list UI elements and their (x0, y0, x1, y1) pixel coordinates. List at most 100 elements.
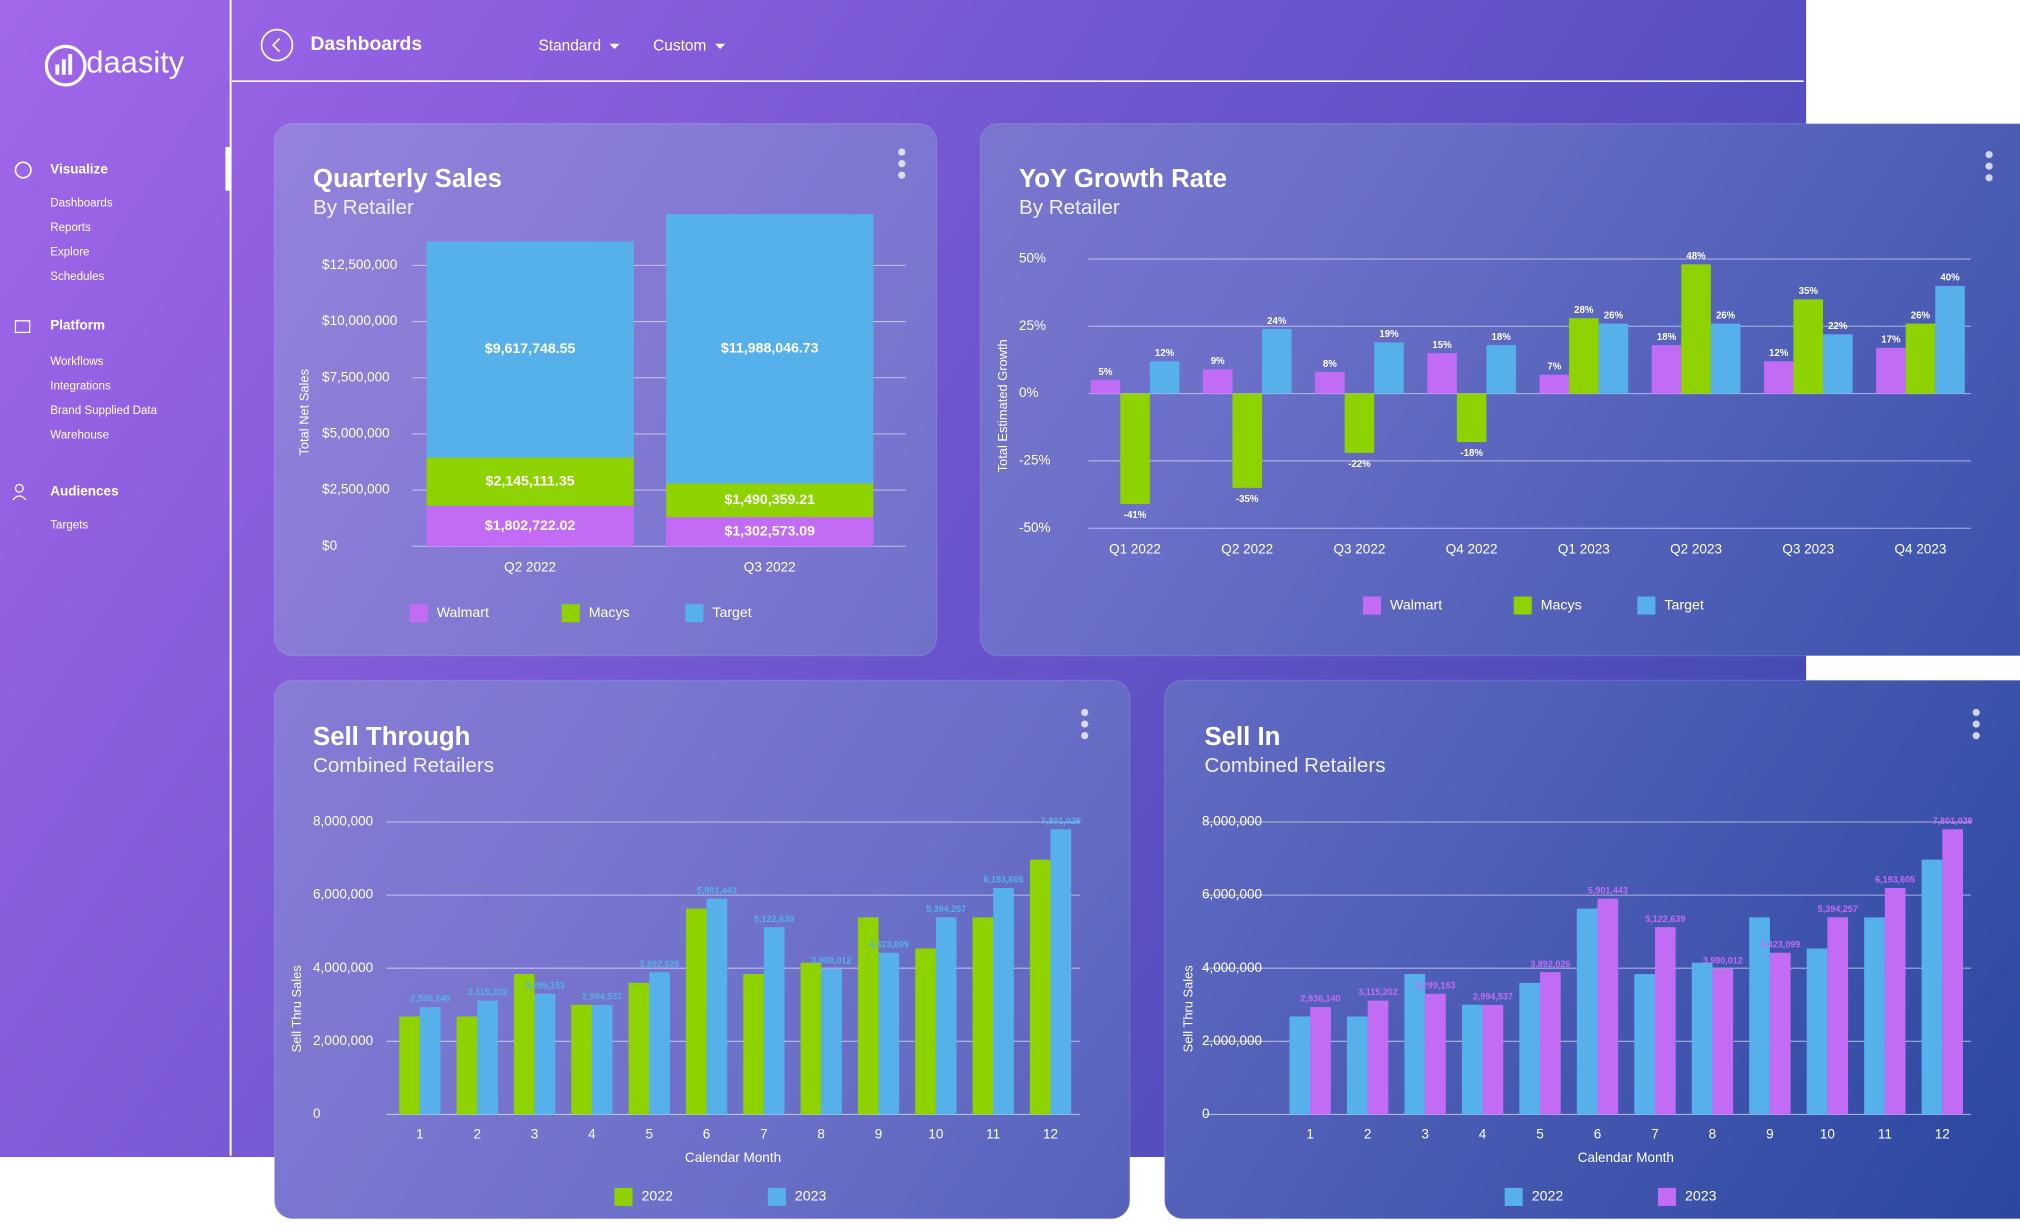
nav-item[interactable]: Dashboards (50, 198, 113, 210)
data-label: 40% (1940, 273, 1960, 284)
legend-label[interactable]: 2023 (795, 1189, 827, 1205)
logo[interactable]: daasity (44, 45, 185, 87)
y-tick-label: -50% (1019, 520, 1051, 535)
legend-label[interactable]: Target (712, 605, 751, 621)
menu-dot[interactable] (1081, 708, 1089, 717)
menu[interactable]: Custom (653, 37, 706, 54)
x-tick-label: Q3 2022 (744, 560, 796, 575)
legend-label[interactable]: 2022 (642, 1189, 674, 1205)
bar (1654, 927, 1676, 1115)
x-tick-label: 7 (760, 1127, 768, 1142)
legend-label[interactable]: Target (1664, 597, 1703, 613)
data-label: 2,994,537 (1473, 992, 1513, 1002)
menu-dot[interactable] (898, 160, 906, 168)
back-button[interactable] (260, 28, 294, 62)
legend-swatch[interactable] (561, 604, 580, 623)
nav-item[interactable]: Integrations (50, 381, 111, 393)
x-tick-label: 4 (588, 1127, 596, 1142)
bar-segment (666, 516, 874, 547)
y-tick-label: 6,000,000 (1202, 887, 1262, 902)
legend-swatch[interactable] (409, 604, 428, 623)
data-label: -35% (1236, 494, 1259, 505)
menu-dot[interactable] (1985, 162, 1993, 170)
legend-swatch[interactable] (1637, 596, 1656, 615)
bar (1598, 323, 1629, 394)
bar (1823, 334, 1853, 394)
nav-item[interactable]: Brand Supplied Data (50, 405, 157, 417)
bar (1651, 345, 1682, 394)
nav-item[interactable]: Reports (50, 222, 91, 234)
nav-item[interactable]: Targets (50, 520, 88, 532)
bar (1763, 361, 1794, 394)
menu-dot[interactable] (1972, 708, 1980, 717)
y-axis-title: Sell Thru Sales (289, 965, 304, 1052)
legend-swatch[interactable] (1504, 1187, 1523, 1206)
x-tick-label: 11 (1878, 1127, 1892, 1142)
nav-section[interactable]: Visualize (50, 162, 108, 177)
nav-icon (14, 320, 31, 334)
menu-dot[interactable] (1081, 732, 1089, 740)
menu-dot[interactable] (898, 171, 906, 179)
legend-swatch[interactable] (685, 604, 704, 623)
bar-segment (666, 214, 874, 484)
bar (1427, 353, 1457, 394)
bar (1942, 829, 1964, 1115)
data-label: 17% (1881, 335, 1901, 346)
menu-dot[interactable] (1985, 150, 1993, 159)
logo-icon (61, 59, 66, 75)
legend-label[interactable]: 2023 (1685, 1189, 1717, 1205)
bar (1425, 993, 1446, 1115)
back-icon (271, 38, 281, 53)
legend-swatch[interactable] (767, 1187, 786, 1206)
bar (1519, 982, 1541, 1115)
legend-swatch[interactable] (1657, 1187, 1677, 1206)
data-label: 2,994,537 (582, 992, 622, 1002)
legend-label[interactable]: Walmart (437, 605, 489, 621)
legend-label[interactable]: Macys (589, 605, 630, 621)
data-label: 5,901,443 (697, 885, 737, 895)
x-tick-label: Q3 2022 (1334, 542, 1386, 557)
menu-dot[interactable] (1081, 720, 1089, 728)
bar (1749, 917, 1770, 1115)
bar (399, 1016, 420, 1115)
chart-title: Quarterly Sales (313, 165, 502, 193)
legend-swatch[interactable] (1362, 596, 1382, 615)
menu-dot[interactable] (898, 148, 906, 156)
bar (743, 974, 764, 1115)
menu-dot[interactable] (1972, 720, 1980, 728)
menu-dot[interactable] (1972, 732, 1980, 740)
x-tick-label: 10 (928, 1127, 943, 1142)
bar (1202, 369, 1233, 394)
nav-item[interactable]: Warehouse (50, 430, 109, 442)
data-label: 48% (1686, 251, 1706, 262)
chart-subtitle: By Retailer (313, 196, 414, 219)
legend-label[interactable]: 2022 (1532, 1189, 1564, 1205)
bar (1827, 917, 1849, 1115)
data-label: -18% (1460, 448, 1483, 459)
legend-label[interactable]: Macys (1541, 597, 1582, 613)
menu[interactable]: Standard (538, 37, 601, 54)
bar (1569, 318, 1599, 394)
bar (972, 917, 994, 1115)
nav-section[interactable]: Platform (50, 318, 105, 333)
bar (1486, 345, 1516, 394)
menu-dot[interactable] (1985, 174, 1993, 182)
y-tick-label: $10,000,000 (322, 313, 397, 328)
data-label: 4,423,099 (1760, 939, 1800, 949)
legend-swatch[interactable] (614, 1187, 633, 1206)
legend-swatch[interactable] (1513, 596, 1532, 615)
nav-item[interactable]: Schedules (50, 271, 104, 283)
nav-section[interactable]: Audiences (50, 484, 118, 499)
bar (1367, 1000, 1389, 1115)
bar (534, 993, 556, 1115)
data-label: 24% (1267, 316, 1287, 327)
nav-item[interactable]: Workflows (50, 356, 103, 368)
bar (513, 974, 535, 1115)
data-label: 3,980,012 (1703, 956, 1743, 966)
legend-label[interactable]: Walmart (1390, 597, 1442, 613)
y-tick-label: 2,000,000 (1202, 1033, 1262, 1048)
data-label: $2,145,111.35 (486, 473, 575, 489)
x-axis-title: Calendar Month (1578, 1150, 1674, 1165)
nav-item[interactable]: Explore (50, 247, 89, 259)
